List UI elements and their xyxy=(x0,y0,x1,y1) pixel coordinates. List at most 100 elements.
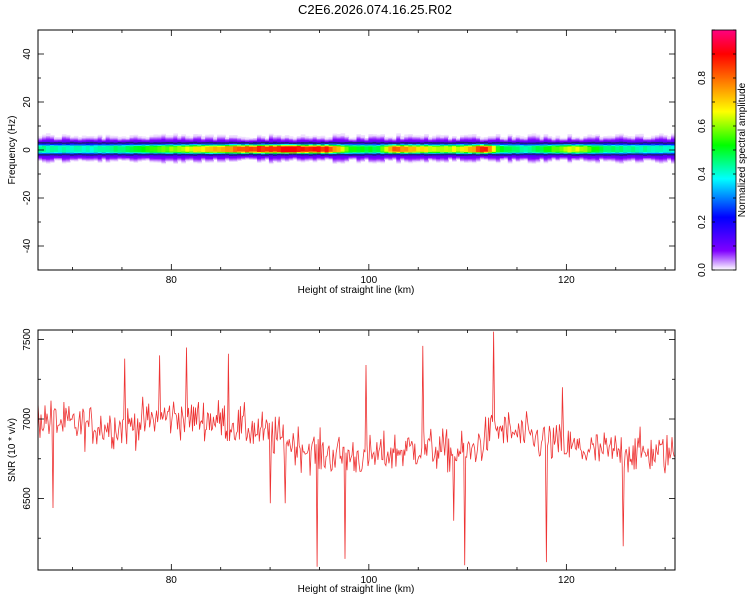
heatmap-cell xyxy=(225,156,230,159)
heatmap-cell xyxy=(105,146,111,149)
heatmap-cell xyxy=(655,143,660,145)
heatmap-cell xyxy=(161,152,166,155)
heatmap-cell xyxy=(284,156,290,159)
heatmap-ridge-edge xyxy=(237,142,242,144)
heatmap-cell xyxy=(340,159,346,162)
heatmap-cell xyxy=(229,160,234,163)
heatmap-cell xyxy=(276,151,282,154)
heatmap-cell xyxy=(396,157,401,159)
heatmap-cell xyxy=(197,147,202,150)
heatmap-cell xyxy=(336,144,342,147)
heatmap-cell xyxy=(356,159,362,161)
heatmap-cell xyxy=(97,139,103,142)
heatmap-cell xyxy=(165,144,170,147)
heatmap-cell xyxy=(507,151,513,153)
heatmap-cell xyxy=(185,146,190,149)
heatmap-cell xyxy=(559,156,565,159)
heatmap-cell xyxy=(49,139,55,142)
heatmap-cell xyxy=(507,157,513,159)
heatmap-cell xyxy=(125,149,131,151)
heatmap-cell xyxy=(376,147,381,150)
heatmap-cell xyxy=(475,145,481,148)
heatmap-cell xyxy=(380,146,385,148)
heatmap-cell xyxy=(627,145,632,148)
heatmap-cell xyxy=(416,143,421,146)
heatmap-cell xyxy=(567,148,573,151)
heatmap-ridge-edge xyxy=(149,142,155,145)
heatmap-cell xyxy=(408,138,413,141)
heatmap-cell xyxy=(467,154,473,157)
heatmap-ridge-edge xyxy=(237,153,242,156)
heatmap-cell xyxy=(316,157,322,160)
heatmap-cell xyxy=(189,147,194,149)
heatmap-cell xyxy=(197,149,202,152)
heatmap-cell xyxy=(177,145,182,148)
heatmap-cell xyxy=(137,151,143,154)
heatmap-cell xyxy=(424,134,429,136)
heatmap-cell xyxy=(157,159,163,162)
heatmap-cell xyxy=(436,138,441,140)
heatmap-cell xyxy=(551,141,557,143)
heatmap-cell xyxy=(65,134,71,137)
heatmap-cell xyxy=(392,147,397,149)
heatmap-ridge-edge xyxy=(603,154,608,156)
heatmap-cell xyxy=(153,145,159,147)
heatmap-cell xyxy=(169,146,174,148)
heatmap-cell xyxy=(237,138,242,141)
heatmap-cell xyxy=(440,144,445,147)
heatmap-cell xyxy=(61,158,67,160)
heatmap-cell xyxy=(336,145,342,148)
heatmap-cell xyxy=(57,139,63,142)
heatmap-cell xyxy=(543,134,549,136)
heatmap-cell xyxy=(324,155,330,158)
heatmap-cell xyxy=(38,152,43,154)
heatmap-cell xyxy=(260,137,266,139)
heatmap-cell xyxy=(356,143,362,146)
heatmap-cell xyxy=(225,144,230,147)
heatmap-cell xyxy=(344,136,350,139)
heatmap-cell xyxy=(49,158,55,161)
heatmap-cell xyxy=(312,160,318,163)
heatmap-cell xyxy=(336,143,342,146)
heatmap-cell xyxy=(436,140,441,143)
heatmap-cell xyxy=(384,145,389,147)
heatmap-cell xyxy=(579,141,585,144)
heatmap-ridge-edge xyxy=(619,154,624,156)
heatmap-cell xyxy=(460,157,465,159)
heatmap-cell xyxy=(197,159,202,162)
heatmap-x-axis-label: Height of straight line (km) xyxy=(298,285,415,296)
heatmap-cell xyxy=(591,149,596,152)
heatmap-cell xyxy=(444,140,449,143)
heatmap-x-tick-label: 80 xyxy=(166,275,178,286)
heatmap-cell xyxy=(551,147,557,149)
heatmap-cell xyxy=(89,149,95,151)
heatmap-cell xyxy=(448,143,453,146)
heatmap-cell xyxy=(332,139,338,142)
heatmap-cell xyxy=(555,147,561,150)
heatmap-cell xyxy=(603,157,608,160)
heatmap-cell xyxy=(125,156,131,159)
heatmap-cell xyxy=(380,135,385,137)
heatmap-cell xyxy=(221,149,226,151)
heatmap-cell xyxy=(181,146,186,148)
heatmap-cell xyxy=(635,161,640,164)
heatmap-cell xyxy=(360,148,366,150)
heatmap-cell xyxy=(221,147,226,150)
heatmap-cell xyxy=(627,138,632,141)
heatmap-cell xyxy=(97,151,103,154)
heatmap-cell xyxy=(344,140,350,142)
heatmap-cell xyxy=(467,157,473,159)
heatmap-cell xyxy=(583,151,589,154)
heatmap-cell xyxy=(452,145,457,148)
heatmap-cell xyxy=(523,151,529,154)
heatmap-ridge-edge xyxy=(316,153,322,156)
heatmap-cell xyxy=(173,138,178,140)
heatmap-cell xyxy=(113,157,119,160)
heatmap-cell xyxy=(65,155,71,157)
heatmap-ridge-edge xyxy=(591,141,596,144)
heatmap-cell xyxy=(77,152,83,155)
heatmap-cell xyxy=(639,151,644,154)
heatmap-cell xyxy=(444,150,449,153)
heatmap-cell xyxy=(145,158,151,161)
heatmap-cell xyxy=(217,150,222,152)
